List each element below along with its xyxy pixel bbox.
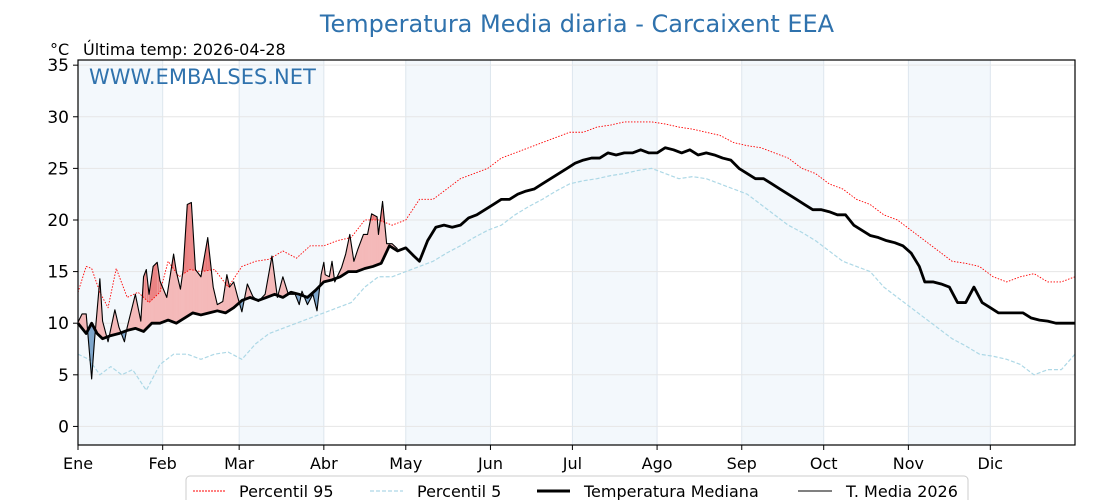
y-axis-unit: °C: [50, 40, 69, 59]
y-tick-label: 30: [47, 108, 69, 128]
fill-above-p95: [156, 262, 158, 296]
y-tick-label: 0: [58, 417, 69, 437]
fill-above-p95: [159, 280, 162, 293]
series-line-t-media-2026: [77, 200, 398, 380]
y-tick-label: 10: [47, 314, 69, 334]
fill-above-p95: [371, 213, 374, 220]
fill-above-p95: [155, 263, 157, 297]
series-lines: [76, 121, 1076, 391]
series-line-percentil-5: [77, 167, 1076, 391]
x-tick-label: Feb: [149, 454, 177, 473]
x-tick-label: May: [389, 454, 422, 473]
month-bands: [78, 60, 991, 445]
plot-frame: [77, 59, 1076, 446]
last-temp-label: Última temp: 2026-04-28: [83, 40, 286, 59]
y-tick-label: 5: [58, 366, 69, 386]
x-tick-label: Ene: [63, 454, 93, 473]
legend-label-2026: T. Media 2026: [845, 482, 958, 500]
fill-above-p95: [161, 279, 164, 286]
legend: Percentil 95 Percentil 5 Temperatura Med…: [185, 475, 969, 500]
fill-above-p95: [187, 203, 189, 272]
x-axis: Ene Feb Mar Abr May Jun Jul Ago Sep Oct Nov Dic: [63, 445, 1003, 473]
x-tick-label: Sep: [727, 454, 757, 473]
month-band: [78, 60, 163, 445]
x-tick-label: Ago: [642, 454, 673, 473]
legend-label-p95: Percentil 95: [239, 482, 334, 500]
y-tick-label: 15: [47, 263, 69, 283]
series-line-percentil-95: [77, 121, 1076, 309]
x-tick-label: Jul: [562, 454, 582, 473]
month-band: [239, 60, 324, 445]
fill-above-p95: [188, 203, 190, 271]
y-axis: 0 5 10 15 20 25 30 35: [47, 56, 78, 437]
x-tick-label: Abr: [310, 454, 338, 473]
fill-above-p95: [190, 202, 192, 270]
legend-label-p5: Percentil 5: [417, 482, 501, 500]
fill-above-p95: [189, 202, 191, 270]
fill-above-median: [161, 284, 164, 323]
x-tick-label: Jun: [477, 454, 503, 473]
legend-label-median: Temperatura Mediana: [583, 482, 759, 500]
fill-above-p95: [204, 247, 207, 272]
chart-title: Temperatura Media diaria - Carcaixent EE…: [319, 10, 835, 38]
fill-above-p95: [153, 265, 155, 299]
y-tick-label: 25: [47, 159, 69, 179]
x-tick-label: Mar: [224, 454, 255, 473]
fill-above-p95: [373, 214, 375, 220]
fill-above-p95: [154, 264, 156, 298]
month-band: [741, 60, 824, 445]
x-tick-label: Oct: [810, 454, 838, 473]
x-tick-label: Nov: [893, 454, 924, 473]
month-band: [908, 60, 991, 445]
fill-above-p95: [207, 237, 210, 271]
y-tick-label: 35: [47, 56, 69, 76]
grid-lines: [78, 60, 1075, 445]
month-band: [572, 60, 658, 445]
watermark: WWW.EMBALSES.NET: [89, 65, 316, 89]
series-line-temperatura-mediana: [76, 146, 1075, 341]
x-tick-label: Dic: [978, 454, 1004, 473]
y-tick-label: 20: [47, 211, 69, 231]
